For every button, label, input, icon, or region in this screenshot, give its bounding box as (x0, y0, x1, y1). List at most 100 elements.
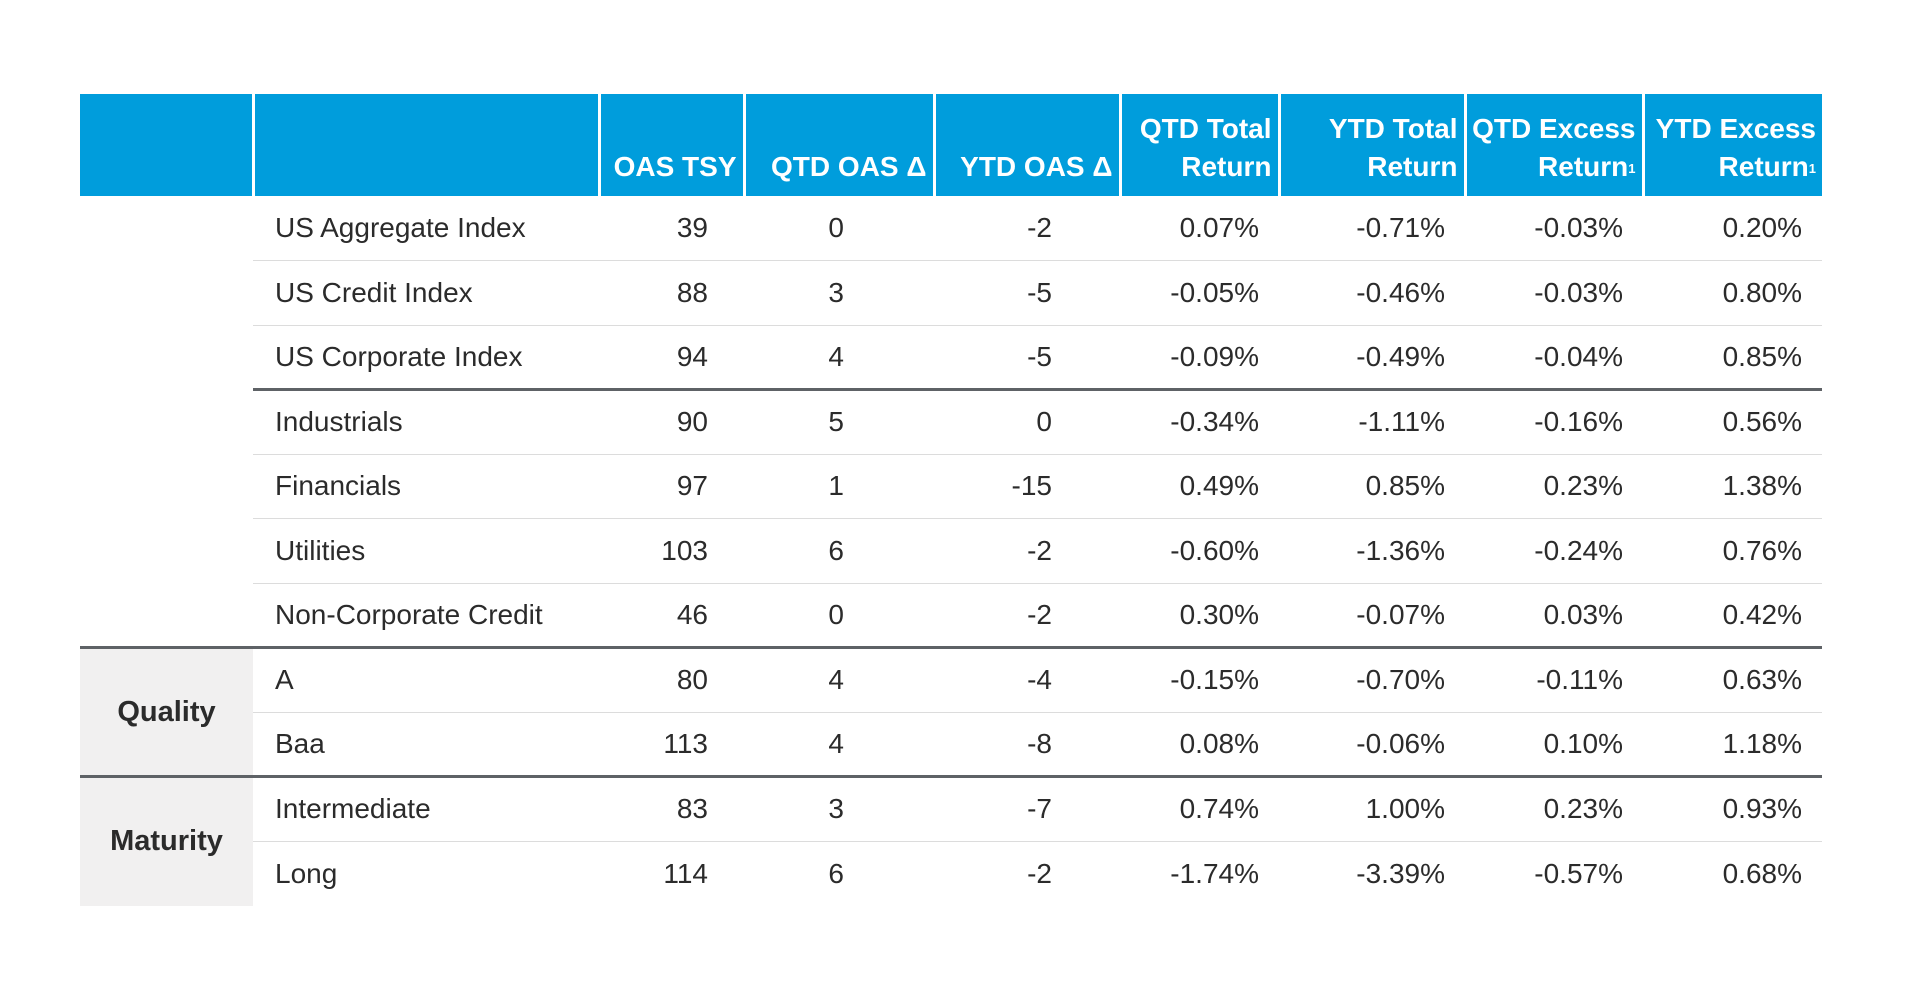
header-name-blank (253, 94, 601, 196)
row-label: Industrials (253, 388, 599, 454)
row-label: Long (253, 840, 599, 906)
oas-tsy-cell: 46 (599, 582, 744, 648)
ytd-total-return-cell: -0.71% (1356, 212, 1445, 243)
ytd-total-return-cell: -0.70% (1279, 646, 1465, 712)
header-oas-tsy-label: OAS TSY (613, 151, 737, 182)
qtd-total-return-cell: -0.34% (1120, 388, 1279, 454)
ytd-excess-return-cell: 0.76% (1643, 518, 1822, 583)
ytd-total-return-cell: -3.39% (1279, 840, 1465, 906)
qtd-oas-change-cell: 4 (744, 711, 934, 777)
table-row: US Aggregate Index 39 0 -2 0.07% -0.71% -0.03%… (80, 196, 1822, 648)
header-qtd-oas-label: QTD OAS Δ (771, 151, 927, 182)
ytd-oas-change-cell: -4 (934, 646, 1120, 712)
row-label: Non-Corporate Credit (253, 582, 599, 648)
qtd-excess-return-cell: -0.16% (1465, 388, 1643, 454)
qtd-total-return-cell: -0.15% (1120, 646, 1279, 712)
table-row: Quality A 80 4 -4 -0.15% -0.70% -0.11% 0.63% (80, 646, 1822, 777)
row-label: US Aggregate Index (275, 212, 526, 243)
header-qtd-excess-return: QTD Excess Return1 (1465, 94, 1645, 196)
table-row: Financials 97 1 -15 0.49% 0.85% 0.23% 1.38% (80, 453, 1822, 519)
header-oas-tsy: OAS TSY (599, 94, 746, 196)
row-label: US Credit Index (253, 260, 599, 325)
table-row: US Credit Index 88 3 -5 -0.05% -0.46% -0.03% 0.… (80, 260, 1822, 325)
ytd-oas-change-cell: -2 (934, 582, 1120, 648)
qtd-oas-change-cell: 3 (744, 260, 934, 325)
header-ytd-oas-label: YTD OAS Δ (960, 151, 1113, 182)
ytd-total-return-cell: 1.00% (1279, 775, 1465, 841)
qtd-total-return-cell: 0.49% (1120, 453, 1279, 519)
qtd-total-return-cell: 0.30% (1120, 582, 1279, 648)
oas-tsy-cell: 114 (599, 840, 744, 906)
ytd-oas-change-cell: -2 (1027, 212, 1052, 243)
ytd-excess-return-cell: 0.68% (1643, 840, 1822, 906)
oas-tsy-cell: 39 (676, 212, 708, 243)
qtd-excess-return-cell: -0.03% (1465, 260, 1643, 325)
header-ytd-total-return: YTD Total Return (1279, 94, 1467, 196)
qtd-oas-change-cell: 4 (744, 324, 934, 390)
qtd-oas-change-cell: 3 (744, 775, 934, 841)
ytd-excess-return-cell: 1.38% (1643, 453, 1822, 519)
qtd-oas-change-cell: 6 (744, 518, 934, 583)
header-ytd-excess-line1: YTD Excess (1655, 113, 1816, 144)
oas-tsy-cell: 90 (599, 388, 744, 454)
table-row: Baa 113 4 -8 0.08% -0.06% 0.10% 1.18% (80, 711, 1822, 777)
header-qtd-excess-line2: Return1 (1471, 148, 1636, 186)
header-row: OAS TSY QTD OAS Δ YTD OAS Δ QTD Total Re… (80, 94, 1822, 196)
ytd-total-return-cell: -1.36% (1279, 518, 1465, 583)
ytd-excess-return-cell: 0.63% (1643, 646, 1822, 712)
category-blank (80, 196, 253, 648)
table-row: Maturity Intermediate 83 3 -7 0.74% 1.00% 0.23%… (80, 775, 1822, 906)
qtd-oas-change-cell: 6 (744, 840, 934, 906)
ytd-oas-change-cell: -2 (934, 518, 1120, 583)
header-qtd-excess-label: Return (1538, 151, 1629, 182)
ytd-total-return-cell: -0.06% (1279, 711, 1465, 777)
ytd-total-return-cell: 0.85% (1279, 453, 1465, 519)
ytd-total-return-cell: -0.46% (1279, 260, 1465, 325)
qtd-total-return-cell: -0.05% (1120, 260, 1279, 325)
ytd-total-return-cell: -0.49% (1279, 324, 1465, 390)
ytd-excess-return-cell: 0.80% (1643, 260, 1822, 325)
row-label: Utilities (253, 518, 599, 583)
qtd-excess-return-cell: -0.11% (1465, 646, 1643, 712)
oas-tsy-cell: 83 (599, 775, 744, 841)
footnote-marker: 1 (1628, 161, 1636, 176)
qtd-oas-change-cell: 0 (744, 582, 934, 648)
qtd-excess-return-cell: 0.23% (1465, 453, 1643, 519)
table-body: US Aggregate Index 39 0 -2 0.07% -0.71% -0.03%… (80, 196, 1822, 906)
ytd-oas-change-cell: -7 (934, 775, 1120, 841)
qtd-excess-return-cell: 0.23% (1465, 775, 1643, 841)
category-label: Maturity (80, 775, 253, 906)
qtd-excess-return-cell: -0.03% (1534, 212, 1623, 243)
table-row: Long 114 6 -2 -1.74% -3.39% -0.57% 0.68% (80, 840, 1822, 906)
oas-tsy-cell: 97 (599, 453, 744, 519)
header-qtd-oas-change: QTD OAS Δ (744, 94, 936, 196)
row-label: Intermediate (253, 775, 599, 841)
ytd-total-return-cell: -1.11% (1279, 388, 1465, 454)
table-row: Non-Corporate Credit 46 0 -2 0.30% -0.07% 0.03… (80, 582, 1822, 648)
qtd-excess-return-cell: 0.03% (1465, 582, 1643, 648)
spread-returns-table: OAS TSY QTD OAS Δ YTD OAS Δ QTD Total Re… (80, 94, 1822, 906)
ytd-excess-return-cell: 1.18% (1643, 711, 1822, 777)
oas-tsy-cell: 88 (599, 260, 744, 325)
ytd-excess-return-cell: 0.85% (1643, 324, 1822, 390)
oas-tsy-cell: 94 (599, 324, 744, 390)
oas-tsy-cell: 113 (599, 711, 744, 777)
qtd-excess-return-cell: -0.04% (1465, 324, 1643, 390)
qtd-excess-return-cell: 0.10% (1465, 711, 1643, 777)
oas-tsy-cell: 80 (599, 646, 744, 712)
qtd-total-return-cell: -0.09% (1120, 324, 1279, 390)
qtd-oas-change-cell: 5 (744, 388, 934, 454)
ytd-oas-change-cell: -15 (934, 453, 1120, 519)
footnote-marker: 1 (1808, 161, 1816, 176)
category-label: Quality (80, 646, 253, 777)
ytd-oas-change-cell: -5 (934, 324, 1120, 390)
row-label: A (253, 646, 599, 712)
qtd-total-return-cell: 0.74% (1120, 775, 1279, 841)
header-category-blank (80, 94, 255, 196)
row-label: Financials (253, 453, 599, 519)
qtd-oas-change-cell: 4 (744, 646, 934, 712)
ytd-excess-return-cell: 0.20% (1722, 212, 1802, 243)
ytd-oas-change-cell: -2 (934, 840, 1120, 906)
header-ytd-excess-return: YTD Excess Return1 (1643, 94, 1822, 196)
ytd-excess-return-cell: 0.93% (1643, 775, 1822, 841)
